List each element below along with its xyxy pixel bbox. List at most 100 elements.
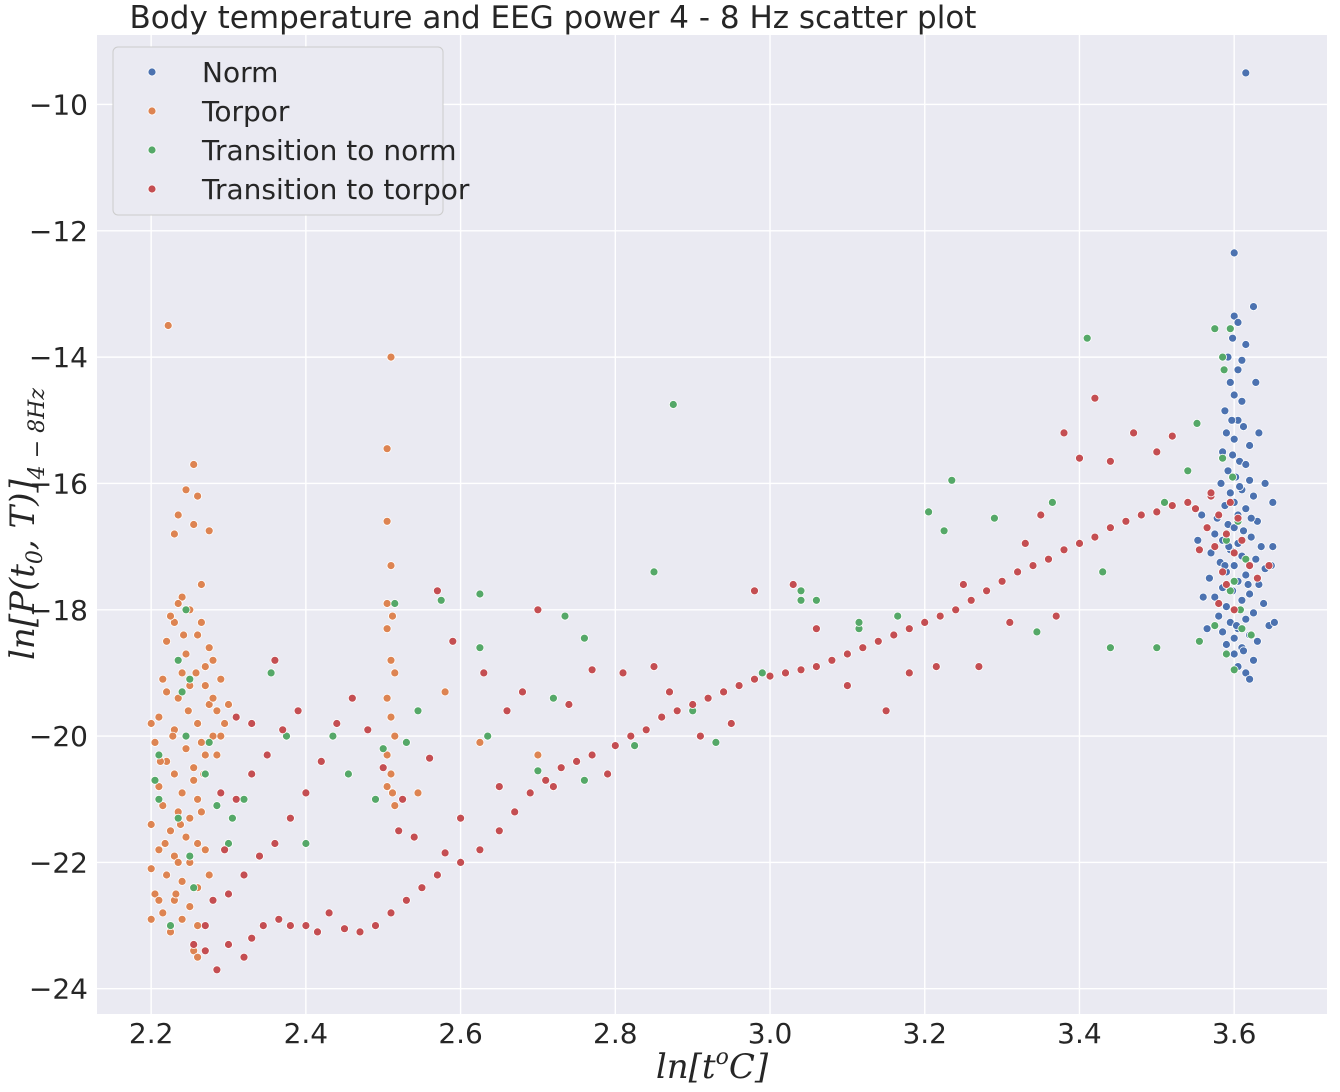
data-point: [881, 706, 891, 716]
data-point: [382, 782, 392, 791]
data-point: [935, 611, 945, 621]
data-point: [560, 611, 570, 621]
data-point: [1237, 535, 1247, 545]
data-point: [388, 611, 397, 621]
data-point: [212, 750, 222, 760]
data-point: [1222, 529, 1231, 539]
data-point: [1222, 640, 1231, 649]
data-point: [382, 750, 392, 760]
data-point: [1210, 542, 1220, 551]
data-point: [541, 775, 551, 785]
data-point: [278, 725, 288, 735]
series-transition-to-norm: [150, 324, 1256, 930]
data-point: [394, 826, 404, 836]
data-point: [293, 706, 303, 716]
data-point: [200, 769, 210, 779]
data-point: [703, 693, 713, 703]
data-point: [1075, 453, 1084, 463]
data-point: [1229, 649, 1239, 659]
data-point: [386, 352, 396, 362]
data-point: [750, 674, 759, 684]
data-point: [158, 674, 168, 684]
data-point: [1210, 621, 1220, 630]
data-point: [332, 719, 342, 728]
data-point: [788, 580, 798, 589]
data-point: [1249, 608, 1258, 618]
data-point: [1206, 548, 1216, 558]
data-point: [239, 870, 249, 880]
data-point: [1225, 377, 1235, 387]
data-point: [162, 636, 172, 646]
data-point: [204, 738, 214, 747]
data-point: [196, 580, 206, 589]
data-point: [355, 927, 365, 937]
series-norm: [1193, 68, 1279, 684]
data-point: [1256, 542, 1266, 551]
data-point: [587, 665, 597, 675]
data-point: [216, 731, 226, 741]
data-point: [904, 624, 914, 634]
data-point: [549, 782, 558, 791]
data-point: [417, 883, 427, 893]
data-point: [425, 753, 435, 763]
data-point: [812, 624, 821, 634]
data-point: [1202, 523, 1212, 533]
data-point: [475, 738, 485, 747]
data-point: [163, 321, 173, 330]
data-point: [378, 744, 388, 754]
data-point: [1268, 497, 1278, 507]
data-point: [618, 668, 628, 678]
data-point: [812, 662, 821, 671]
data-point: [432, 870, 442, 880]
data-point: [313, 927, 322, 937]
data-point: [196, 807, 206, 817]
data-point: [1191, 504, 1200, 514]
data-point: [843, 681, 852, 690]
data-point: [1225, 586, 1235, 596]
data-point: [220, 845, 230, 855]
data-point: [1228, 450, 1237, 460]
x-tick-labels: 2.2 2.4 2.6 2.8 3.0 3.2 3.4 3.6: [129, 1017, 1257, 1050]
data-point: [858, 643, 868, 653]
data-point: [200, 946, 210, 956]
data-point: [1225, 324, 1235, 334]
data-point: [1249, 655, 1258, 665]
data-point: [146, 864, 156, 874]
data-point: [997, 576, 1007, 586]
data-point: [386, 769, 396, 779]
data-point: [982, 586, 991, 596]
data-point: [854, 618, 864, 627]
y-tick-label: −16: [29, 467, 88, 500]
data-point: [1051, 611, 1061, 621]
data-point: [177, 914, 187, 924]
data-point: [169, 851, 179, 861]
data-point: [440, 687, 450, 697]
data-point: [1202, 624, 1212, 634]
data-point: [432, 586, 442, 596]
data-point: [390, 801, 400, 810]
data-point: [1260, 478, 1270, 488]
data-point: [893, 611, 903, 621]
data-point: [1228, 472, 1237, 482]
data-point: [282, 731, 291, 741]
data-point: [1270, 618, 1279, 627]
data-point: [1245, 441, 1254, 450]
data-point: [1225, 497, 1235, 507]
data-point: [734, 681, 744, 690]
data-point: [657, 712, 667, 722]
data-point: [812, 595, 821, 605]
data-point: [1245, 589, 1254, 599]
legend-label: Transition to torpor: [201, 173, 470, 206]
data-point: [626, 731, 636, 741]
data-point: [1218, 627, 1227, 637]
data-point: [1243, 580, 1253, 589]
data-point: [189, 775, 199, 785]
data-point: [1013, 567, 1022, 577]
data-point: [1152, 447, 1162, 457]
data-point: [1028, 561, 1038, 570]
data-point: [966, 595, 976, 605]
data-point: [1241, 340, 1251, 349]
data-point: [401, 738, 411, 747]
data-point: [1020, 539, 1030, 548]
